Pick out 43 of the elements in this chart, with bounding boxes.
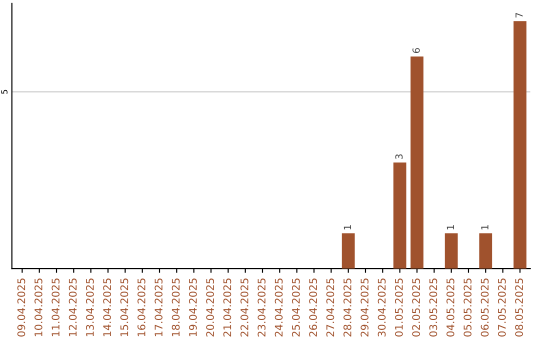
data-label: 1 xyxy=(446,225,454,230)
bar xyxy=(444,233,458,269)
bar xyxy=(393,162,406,269)
data-label: 1 xyxy=(344,225,352,230)
x-tick-label: 17.04.2025 xyxy=(154,278,163,336)
x-tick-label: 29.04.2025 xyxy=(360,278,369,337)
x-tick-label: 15.04.2025 xyxy=(120,278,128,336)
x-tick-label: 02.05.2025 xyxy=(412,278,420,337)
bar xyxy=(514,21,526,269)
x-tick-label: 12.04.2025 xyxy=(68,278,77,336)
x-tick-label: 06.05.2025 xyxy=(480,278,489,337)
data-label: 3 xyxy=(395,154,403,159)
x-tick-label: 16.04.2025 xyxy=(137,278,146,336)
x-tick-label: 23.04.2025 xyxy=(258,278,266,337)
data-label: 6 xyxy=(412,48,420,53)
x-tick-label: 10.04.2025 xyxy=(34,278,42,336)
x-tick-label: 27.04.2025 xyxy=(326,278,334,337)
x-tick-label: 21.04.2025 xyxy=(223,278,232,337)
y-tick-label: 5 xyxy=(1,90,8,94)
x-tick-label: 03.05.2025 xyxy=(429,278,438,337)
data-label: 1 xyxy=(481,225,488,230)
x-tick-label: 26.04.2025 xyxy=(309,278,318,337)
x-tick-label: 14.04.2025 xyxy=(103,278,112,336)
x-tick-label: 24.04.2025 xyxy=(274,278,283,337)
bar xyxy=(342,233,355,269)
bar xyxy=(410,56,424,269)
x-tick-label: 07.05.2025 xyxy=(498,278,506,337)
x-tick-label: 01.05.2025 xyxy=(394,278,403,337)
data-label: 7 xyxy=(516,12,523,18)
x-tick-label: 22.04.2025 xyxy=(240,278,248,337)
x-tick-label: 13.04.2025 xyxy=(86,278,94,336)
x-tick-label: 30.04.2025 xyxy=(378,278,386,336)
x-tick-label: 11.04.2025 xyxy=(52,278,60,336)
x-tick-label: 20.04.2025 xyxy=(206,278,214,337)
bar xyxy=(479,233,492,269)
x-tick-label: 05.05.2025 xyxy=(464,278,472,337)
x-tick-label: 28.04.2025 xyxy=(343,278,352,337)
x-tick-label: 09.04.2025 xyxy=(17,278,26,337)
x-tick-label: 25.04.2025 xyxy=(292,278,300,337)
x-tick-label: 18.04.2025 xyxy=(172,278,180,336)
x-tick-label: 04.05.2025 xyxy=(446,278,454,337)
x-tick-label: 08.05.2025 xyxy=(515,278,524,337)
x-tick-label: 19.04.2025 xyxy=(188,278,197,336)
